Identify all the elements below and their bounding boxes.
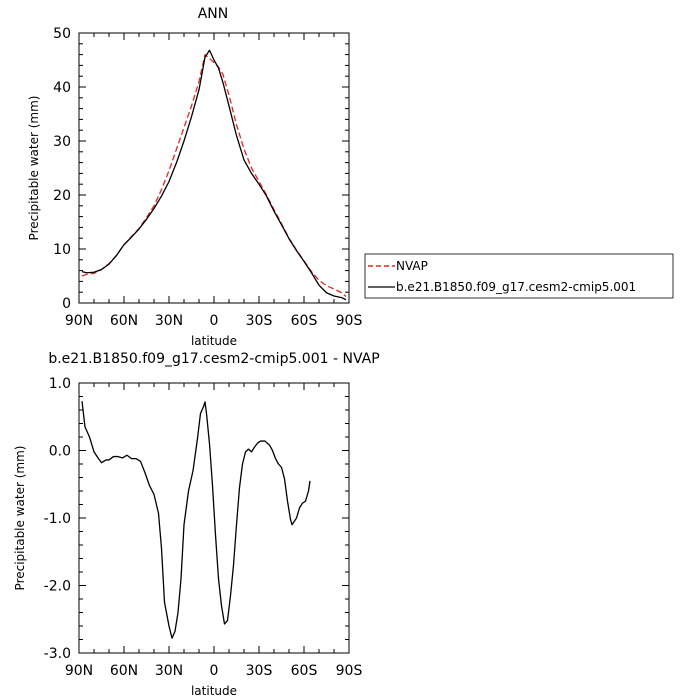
x-tick-label: 30N: [155, 313, 183, 329]
top-chart-x-axis-label: latitude: [191, 334, 237, 348]
y-tick-label: 20: [53, 188, 71, 204]
x-tick-label: 30S: [246, 663, 273, 679]
y-tick-label: -1.0: [44, 511, 71, 527]
x-tick-label: 60S: [291, 313, 318, 329]
y-tick-label: 40: [53, 80, 71, 96]
chart-legend: NVAP b.e21.B1850.f09_g17.cesm2-cmip5.001: [364, 253, 674, 299]
y-tick-label: 10: [53, 242, 71, 258]
x-tick-label: 30S: [246, 313, 273, 329]
x-tick-label: 30N: [155, 663, 183, 679]
x-tick-label: 90N: [65, 663, 93, 679]
top-chart-panel: ANN 90N 60N 30N 0 30S 60S 90S 0 10 20 30 40 50 latit…: [27, 6, 362, 348]
bottom-chart-series: [81, 401, 311, 639]
x-tick-label: 90N: [65, 313, 93, 329]
x-tick-label: 0: [210, 313, 219, 329]
top-chart-ticks: 90N 60N 30N 0 30S 60S 90S 0 10 20 30 40 50: [53, 26, 362, 329]
top-chart-y-axis-label: Precipitable water (mm): [27, 96, 41, 241]
legend-nvap-label: NVAP: [396, 259, 428, 273]
legend-model-label: b.e21.B1850.f09_g17.cesm2-cmip5.001: [396, 280, 636, 294]
nvap-series-line: [81, 53, 347, 298]
x-tick-label: 60S: [291, 663, 318, 679]
bottom-chart-y-axis-label: Precipitable water (mm): [13, 446, 27, 591]
bottom-chart-ticks: 90N 60N 30N 0 30S 60S 90S -3.0 -2.0 -1.0 0.0 1.0: [44, 376, 363, 679]
x-tick-label: 90S: [336, 313, 363, 329]
x-tick-label: 90S: [336, 663, 363, 679]
bottom-chart-title: b.e21.B1850.f09_g17.cesm2-cmip5.001 - NV…: [48, 351, 379, 367]
top-chart-plot-frame: [78, 32, 350, 304]
x-tick-label: 60N: [110, 663, 138, 679]
y-tick-label: 30: [53, 134, 71, 150]
model-series-line: [81, 49, 347, 301]
y-tick-label: 0: [62, 296, 71, 312]
y-tick-label: 50: [53, 26, 71, 42]
y-tick-label: -2.0: [44, 579, 71, 595]
x-tick-label: 0: [210, 663, 219, 679]
y-tick-label: -3.0: [44, 646, 71, 662]
y-tick-label: 0.0: [49, 444, 71, 460]
top-chart-series: [81, 49, 347, 301]
bottom-chart-x-axis-label: latitude: [191, 684, 237, 698]
x-tick-label: 60N: [110, 313, 138, 329]
legend-box: [364, 253, 674, 299]
difference-series-line: [81, 401, 311, 639]
y-tick-label: 1.0: [49, 376, 71, 392]
bottom-chart-panel: b.e21.B1850.f09_g17.cesm2-cmip5.001 - NV…: [13, 351, 380, 698]
top-chart-title: ANN: [198, 6, 229, 22]
